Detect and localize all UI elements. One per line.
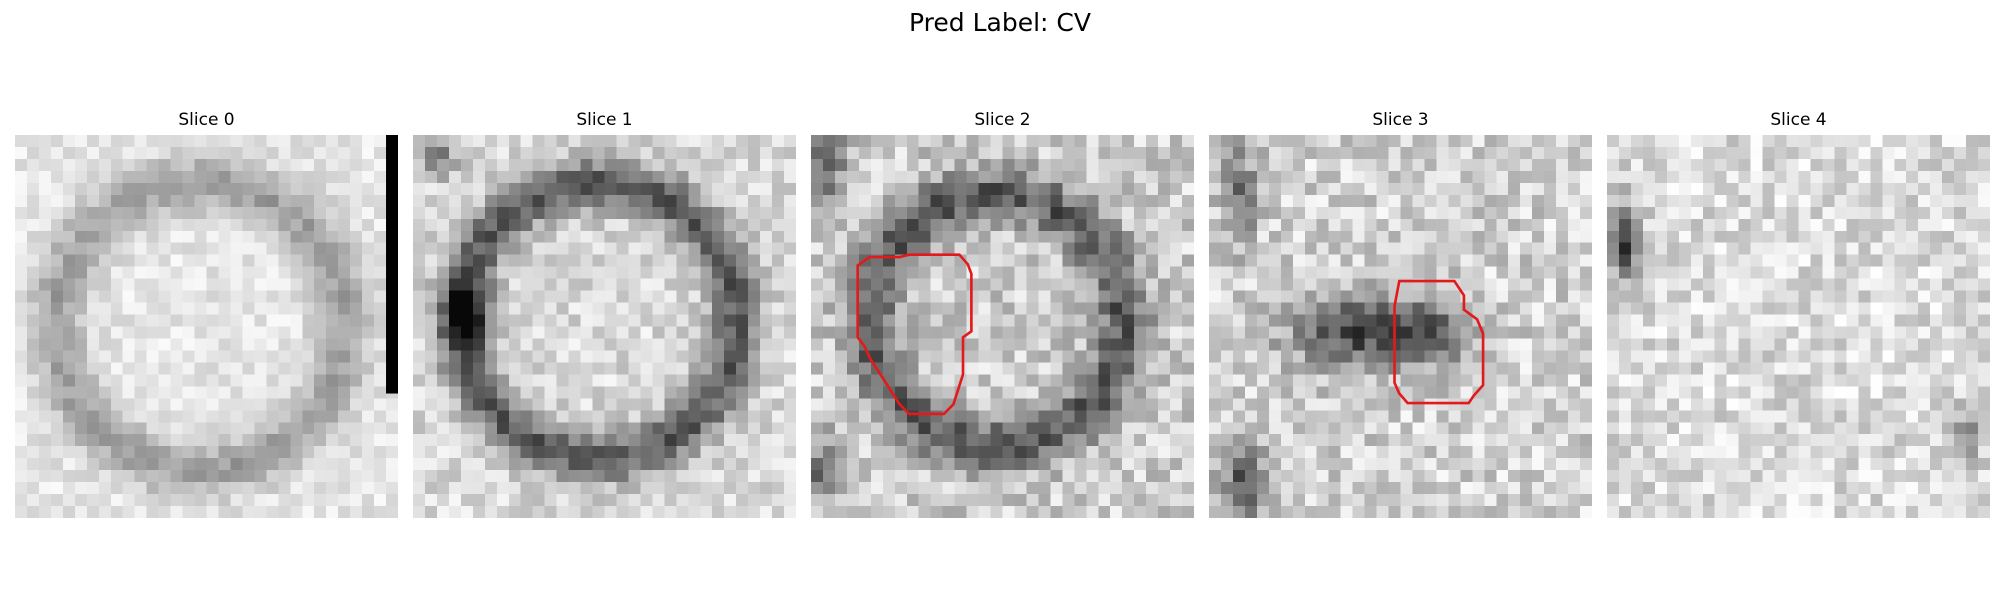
slice-3-image bbox=[1209, 135, 1592, 518]
slice-image bbox=[1209, 135, 1592, 518]
slice-title: Slice 0 bbox=[178, 110, 235, 130]
pixel-grid bbox=[1209, 135, 1592, 518]
figure-title: Pred Label: CV bbox=[909, 8, 1091, 37]
red-contour bbox=[1393, 279, 1485, 405]
pixel-grid bbox=[15, 135, 398, 518]
slice-title: Slice 1 bbox=[576, 110, 633, 130]
slice-image bbox=[1607, 135, 1990, 518]
slice-1-image bbox=[413, 135, 796, 518]
slice-title: Slice 3 bbox=[1372, 110, 1429, 130]
slice-0-image bbox=[15, 135, 398, 518]
slice-2-image bbox=[811, 135, 1194, 518]
slice-image bbox=[413, 135, 796, 518]
pixel-grid bbox=[811, 135, 1194, 518]
pixel-grid bbox=[413, 135, 796, 518]
red-contour bbox=[856, 253, 973, 416]
slice-image bbox=[15, 135, 398, 518]
pixel-grid bbox=[1607, 135, 1990, 518]
dark-bar-artifact bbox=[386, 135, 398, 394]
slice-title: Slice 2 bbox=[974, 110, 1031, 130]
slice-image bbox=[811, 135, 1194, 518]
slice-4-image bbox=[1607, 135, 1990, 518]
slice-title: Slice 4 bbox=[1770, 110, 1827, 130]
